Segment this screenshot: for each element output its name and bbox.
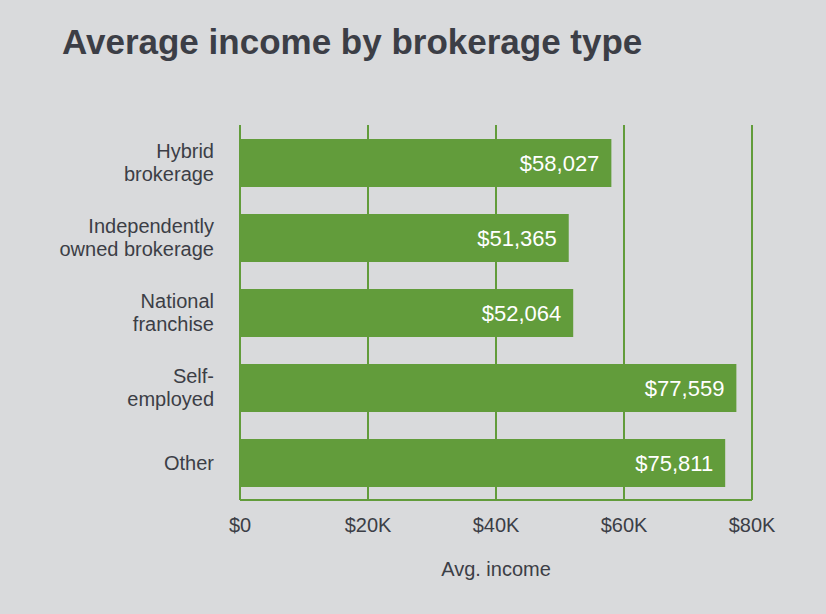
- svg-text:$52,064: $52,064: [482, 301, 562, 326]
- svg-text:Self-employed: Self-employed: [127, 365, 214, 410]
- svg-text:Independentlyowned brokerage: Independentlyowned brokerage: [59, 215, 214, 260]
- svg-text:$40K: $40K: [473, 514, 520, 536]
- svg-text:$77,559: $77,559: [645, 376, 725, 401]
- svg-text:Nationalfranchise: Nationalfranchise: [133, 290, 214, 335]
- svg-text:$58,027: $58,027: [520, 151, 600, 176]
- svg-text:Other: Other: [164, 452, 214, 474]
- svg-text:$60K: $60K: [601, 514, 648, 536]
- html-text:Average income by brokerage ty: Average income by brokerage type: [62, 22, 643, 61]
- svg-text:$51,365: $51,365: [477, 226, 557, 251]
- svg-text:Hybridbrokerage: Hybridbrokerage: [124, 140, 214, 185]
- svg-text:$80K: $80K: [729, 514, 776, 536]
- svg-text:Avg. income: Avg. income: [441, 558, 551, 580]
- svg-text:$0: $0: [229, 514, 251, 536]
- svg-text:$20K: $20K: [345, 514, 392, 536]
- svg-text:$75,811: $75,811: [635, 451, 713, 476]
